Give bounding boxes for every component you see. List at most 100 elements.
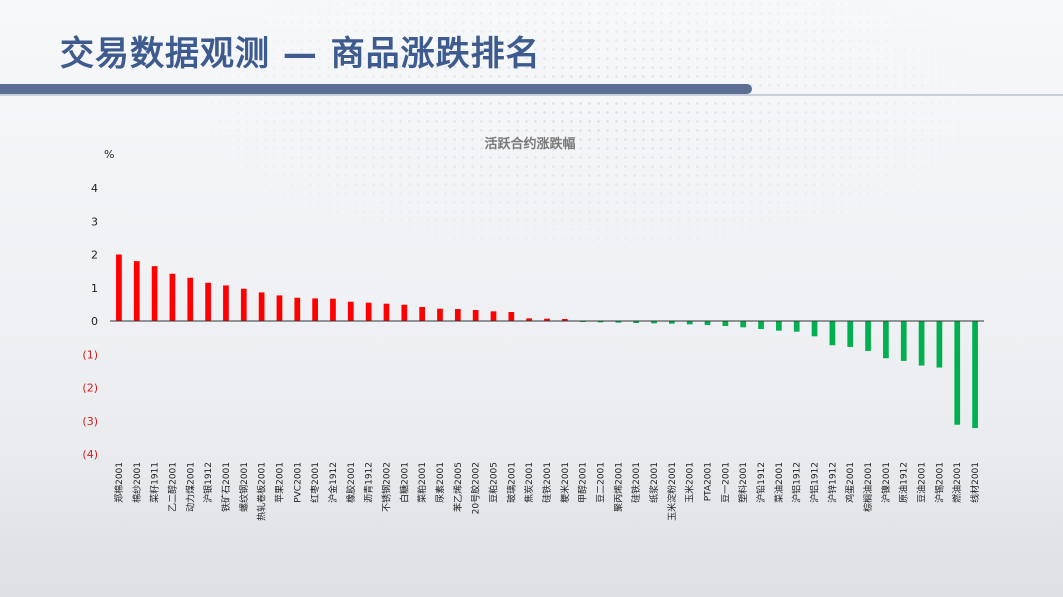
bar <box>776 321 782 331</box>
x-tick-label: 塑料2001 <box>737 462 749 503</box>
background-cityscape <box>0 447 1063 597</box>
bar <box>900 321 907 361</box>
x-tick-label: 白糖2001 <box>398 462 410 503</box>
x-tick-label: 焦炭2001 <box>523 462 535 503</box>
y-tick-label: 2 <box>91 249 98 262</box>
bar <box>187 277 194 321</box>
bar <box>240 288 247 321</box>
x-tick-label: 沪锌1912 <box>826 462 838 503</box>
bar <box>365 302 372 321</box>
x-tick-label: 线材2001 <box>969 462 981 503</box>
x-tick-label: 燃油2001 <box>951 462 963 503</box>
bar <box>169 273 176 321</box>
bar <box>490 311 497 321</box>
bar <box>615 321 622 323</box>
bar <box>223 285 229 321</box>
x-tick-label: 纸浆2001 <box>648 462 660 503</box>
bar <box>669 321 675 324</box>
bar <box>401 304 408 321</box>
bar <box>526 318 533 321</box>
x-tick-label: 沪银1912 <box>202 462 214 503</box>
bar <box>205 282 211 321</box>
bar <box>133 261 140 321</box>
bar <box>116 254 122 321</box>
bar <box>722 321 729 326</box>
bar-series <box>116 254 978 429</box>
bar <box>758 321 764 329</box>
bar <box>561 319 568 321</box>
x-tick-label: 沪镍2001 <box>880 462 892 503</box>
bar <box>419 307 425 321</box>
x-tick-label: 硅铁2001 <box>541 462 553 503</box>
x-tick-label: 铁矿石2001 <box>220 462 232 512</box>
x-tick-label: 豆粕2005 <box>487 462 499 503</box>
bar <box>276 295 283 321</box>
x-tick-label: 尿素2001 <box>434 462 446 503</box>
bar <box>883 321 889 359</box>
y-axis-unit-label: % <box>104 148 114 161</box>
x-tick-label: PTA2001 <box>704 462 714 501</box>
x-tick-label: 郑棉2001 <box>113 462 125 503</box>
bar <box>865 321 871 351</box>
x-tick-label: 粳米2001 <box>559 462 571 503</box>
x-axis-tick-labels: 郑棉2001 棉纱2001 菜籽1911 乙二醇2001 动力煤2001 沪银1912 铁矿… <box>113 462 981 521</box>
bar <box>704 321 711 325</box>
bar <box>437 308 443 321</box>
x-tick-label: 玉米淀粉2001 <box>666 462 678 521</box>
x-tick-label: 玻璃2001 <box>505 462 517 503</box>
x-tick-label: 豆油2001 <box>916 462 928 503</box>
x-tick-label: 沪铝1912 <box>791 462 803 503</box>
y-tick-label: (3) <box>82 415 98 428</box>
x-tick-label: 乙二醇2001 <box>166 462 178 512</box>
x-tick-label: 沪金1912 <box>327 462 339 503</box>
x-tick-label: 原油1912 <box>898 462 910 503</box>
x-tick-label: 棕榈油2001 <box>862 462 874 512</box>
bar <box>597 321 604 323</box>
x-tick-label: 沪铅1912 <box>755 462 767 503</box>
x-tick-label: 沪铝1912 <box>809 462 821 503</box>
x-tick-label: 苹果2001 <box>273 462 285 503</box>
y-tick-label: 0 <box>91 315 98 328</box>
bar <box>651 321 657 324</box>
bar <box>383 303 390 321</box>
x-tick-label: 螺纹钢2001 <box>238 462 250 512</box>
page-title: 交易数据观测 — 商品涨跌排名 <box>60 34 541 74</box>
bar <box>740 321 747 328</box>
y-tick-label: 3 <box>91 215 98 228</box>
x-tick-label: PVC2001 <box>293 462 303 503</box>
bar <box>686 321 693 325</box>
bar <box>294 297 301 321</box>
bar <box>793 321 800 332</box>
x-tick-label: 豆二2001 <box>596 462 607 503</box>
bar <box>258 292 265 321</box>
x-tick-label: 沪锡2001 <box>933 462 945 503</box>
y-tick-label: (2) <box>82 382 98 395</box>
x-tick-label: 热轧卷板2001 <box>256 462 268 521</box>
bar <box>454 309 461 321</box>
bar <box>472 310 479 321</box>
x-tick-label: 甲醇2001 <box>577 462 589 503</box>
bar <box>633 321 640 323</box>
title-divider-line <box>0 94 1063 96</box>
y-tick-label: (4) <box>82 448 98 461</box>
bar <box>312 298 318 321</box>
x-tick-label: 橡胶2001 <box>345 462 357 503</box>
x-tick-label: 沥青1912 <box>363 462 375 503</box>
x-tick-label: 菜油2001 <box>773 462 785 503</box>
x-tick-label: 硅铁2001 <box>630 462 642 503</box>
x-tick-label: 苯乙烯2005 <box>452 462 464 512</box>
x-tick-label: 鸡蛋2001 <box>844 462 856 503</box>
bar <box>829 321 836 346</box>
x-tick-label: 棉纱2001 <box>131 462 143 503</box>
title-underline-bar <box>0 84 752 94</box>
y-axis-ticks: 4 3 2 1 0 (1) (2) (3) (4) <box>82 182 98 461</box>
x-tick-label: 动力煤2001 <box>184 462 196 512</box>
x-tick-label: 菜粕2001 <box>416 462 428 503</box>
bar <box>936 321 943 368</box>
y-tick-label: 1 <box>91 282 98 295</box>
bar <box>347 301 354 321</box>
x-tick-label: 不锈钢2002 <box>380 462 392 512</box>
bar <box>544 318 550 321</box>
y-tick-label: (1) <box>82 348 98 361</box>
